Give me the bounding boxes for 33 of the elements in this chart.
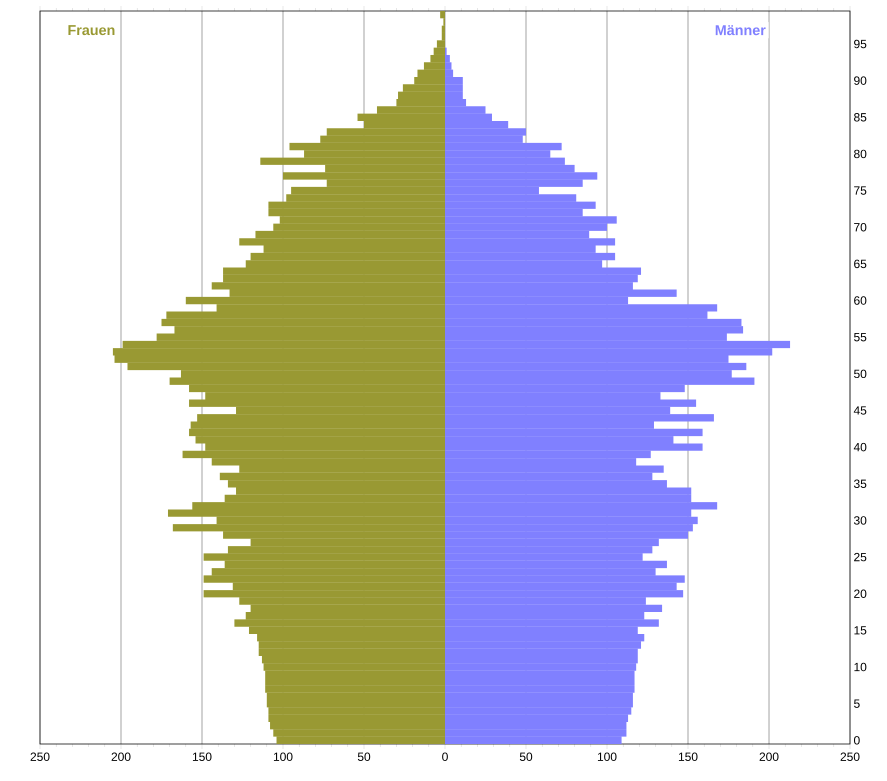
- x-tick-label: 150: [192, 752, 212, 761]
- text: Frauen: [68, 25, 114, 36]
- y-tick-label: 95: [854, 40, 866, 48]
- x-tick-label: 150: [678, 752, 698, 761]
- x-tick-label: 250: [30, 752, 50, 761]
- y-tick-label: 75: [854, 186, 866, 195]
- x-tick-label: 250: [840, 752, 860, 761]
- y-tick-label: 55: [854, 333, 866, 342]
- y-tick-label: 70: [854, 223, 866, 232]
- x-tick-label: 200: [760, 752, 779, 761]
- x-tick-label: 0: [442, 752, 448, 761]
- y-tick-label: 0: [854, 736, 860, 745]
- y-tick-label: 5: [854, 700, 860, 708]
- y-tick-label: 40: [854, 442, 866, 452]
- y-tick-label: 60: [854, 296, 866, 305]
- y-tick-label: 25: [854, 552, 866, 562]
- y-tick-label: 90: [854, 76, 866, 85]
- y-tick-label: 20: [854, 590, 866, 598]
- y-tick-label: 85: [854, 113, 866, 122]
- x-tick-label: 50: [358, 752, 370, 761]
- text: Männer: [716, 25, 766, 36]
- y-tick-label: 35: [854, 480, 866, 488]
- y-tick-label: 10: [854, 662, 866, 672]
- x-tick-label: 50: [520, 752, 532, 761]
- y-tick-label: 80: [854, 150, 866, 158]
- y-tick-label: 15: [854, 626, 866, 635]
- x-tick-label: 200: [112, 752, 131, 761]
- x-tick-label: 100: [274, 752, 293, 761]
- y-tick-label: 45: [854, 406, 866, 415]
- y-tick-label: 50: [854, 370, 866, 378]
- y-tick-label: 65: [854, 260, 866, 268]
- y-tick-label: 30: [854, 516, 866, 525]
- x-tick-label: 100: [598, 752, 617, 761]
